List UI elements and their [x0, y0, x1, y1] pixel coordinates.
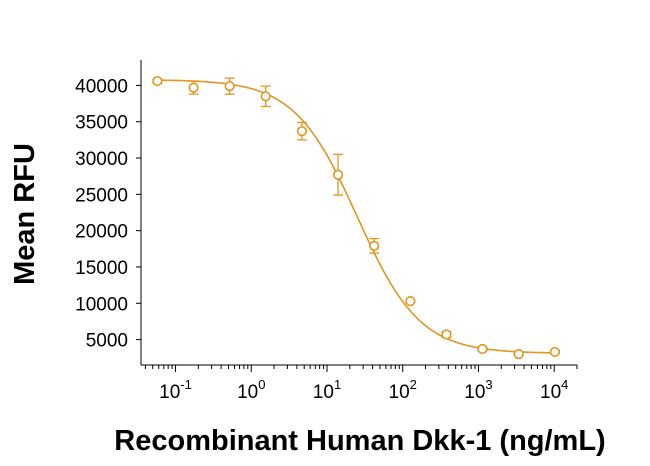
- axes: [136, 60, 578, 372]
- x-tick-label: 10-1: [159, 377, 192, 403]
- point-marker: [369, 240, 380, 252]
- y-tick-label: 35000: [75, 113, 128, 134]
- y-tick-label: 5000: [86, 331, 128, 352]
- data-point: [513, 349, 524, 360]
- x-tick-label: 103: [464, 377, 492, 403]
- y-tick-label: 30000: [75, 149, 128, 170]
- data-point: [260, 85, 271, 108]
- data-point: [152, 75, 163, 87]
- data-point: [369, 237, 380, 254]
- x-tick-labels: 10-1 100 101 102 103 104: [159, 377, 568, 403]
- data-point: [549, 346, 560, 358]
- data-point: [441, 329, 452, 340]
- point-marker: [441, 329, 452, 340]
- point-marker: [405, 295, 416, 307]
- data-point: [405, 295, 416, 307]
- data-point: [477, 343, 488, 355]
- data-point: [332, 153, 344, 196]
- point-marker: [224, 81, 235, 92]
- x-tick-label: 102: [389, 377, 417, 403]
- x-tick-label: 100: [237, 377, 265, 403]
- y-tick-label: 20000: [75, 222, 128, 243]
- y-tick-label: 25000: [75, 185, 128, 206]
- point-marker: [296, 126, 308, 137]
- data-point: [296, 121, 308, 141]
- data-point: [224, 77, 235, 95]
- fit-curve: [157, 79, 555, 354]
- data-points-layer: [152, 75, 560, 360]
- y-tick-labels: 5000 10000 15000 20000 25000 30000 35000 40000: [75, 76, 128, 351]
- y-tick-label: 10000: [75, 294, 128, 315]
- point-marker: [549, 346, 560, 358]
- point-marker: [152, 75, 163, 87]
- point-marker: [513, 349, 524, 360]
- x-tick-label: 104: [540, 377, 568, 403]
- point-marker: [188, 82, 199, 93]
- point-marker: [477, 343, 488, 355]
- x-tick-label: 101: [313, 377, 341, 403]
- point-marker: [260, 91, 271, 102]
- y-tick-label: 15000: [75, 258, 128, 279]
- point-marker: [332, 169, 344, 180]
- x-axis-title: Recombinant Human Dkk-1 (ng/mL): [114, 425, 605, 457]
- y-axis-title: Mean RFU: [9, 143, 41, 285]
- fit-curve-layer: [157, 79, 555, 354]
- y-tick-label: 40000: [75, 76, 128, 97]
- data-point: [188, 80, 199, 95]
